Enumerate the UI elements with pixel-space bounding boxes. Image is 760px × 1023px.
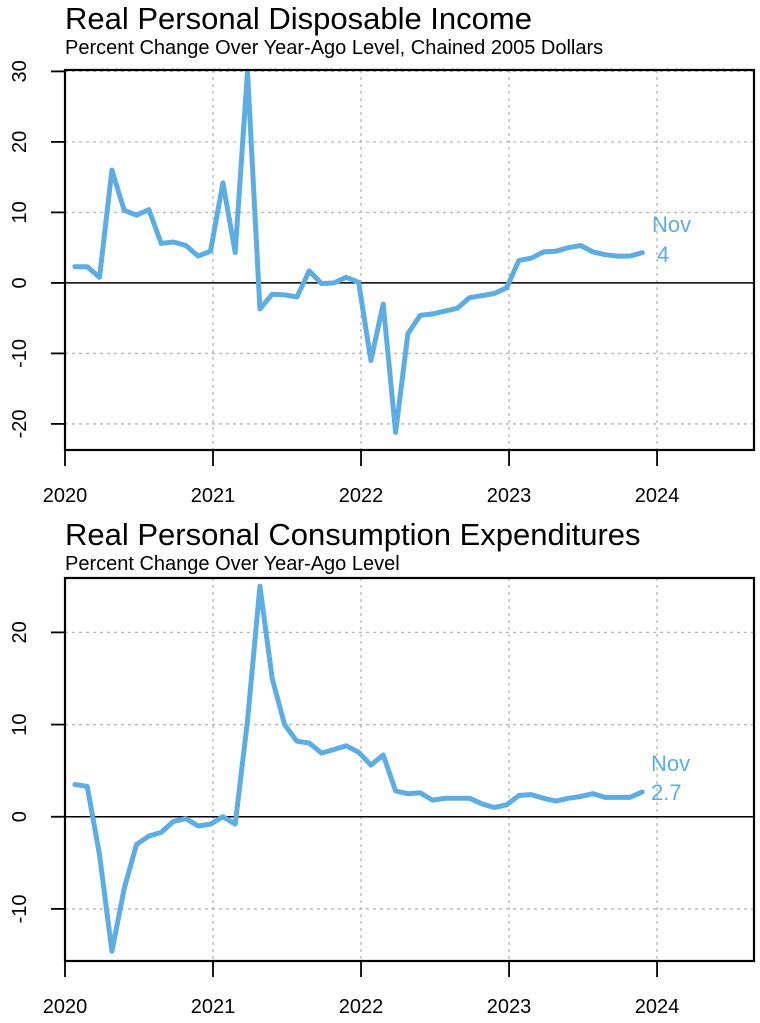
x-tick-label: 2021 <box>191 485 236 507</box>
plot-frame <box>63 576 756 963</box>
x-tick-label: 2021 <box>191 996 236 1018</box>
x-tick-label: 2024 <box>635 485 680 507</box>
chart-subtitle: Percent Change Over Year-Ago Level <box>65 553 400 575</box>
last-value-label: 4 <box>657 242 669 267</box>
y-tick-label: 0 <box>9 811 31 822</box>
last-value-month-label: Nov <box>652 212 691 237</box>
y-tick-label: 20 <box>9 131 31 153</box>
x-tick-label: 2023 <box>487 996 532 1018</box>
y-tick-label: -20 <box>9 409 31 438</box>
y-tick-label: 20 <box>9 621 31 643</box>
x-tick-label: 2020 <box>43 485 88 507</box>
y-tick-label: 30 <box>9 60 31 82</box>
x-tick-label: 2023 <box>487 485 532 507</box>
series-line <box>72 68 645 435</box>
y-tick-label: -10 <box>9 339 31 368</box>
y-tick-label: 10 <box>9 201 31 223</box>
series-line <box>72 583 645 954</box>
consumption-expenditures-chart: Real Personal Consumption Expenditures P… <box>9 517 756 1018</box>
y-tick-label: 0 <box>9 277 31 288</box>
chart-subtitle: Percent Change Over Year-Ago Level, Chai… <box>65 37 603 59</box>
x-tick-label: 2020 <box>43 996 88 1018</box>
x-tick-label: 2022 <box>339 485 384 507</box>
y-tick-label: -10 <box>9 894 31 923</box>
chart-title: Real Personal Consumption Expenditures <box>65 517 641 552</box>
x-tick-label: 2022 <box>339 996 384 1018</box>
disposable-income-chart: Real Personal Disposable Income Percent … <box>9 1 756 507</box>
x-tick-label: 2024 <box>635 996 680 1018</box>
last-value-month-label: Nov <box>651 751 690 776</box>
y-tick-label: 10 <box>9 713 31 735</box>
last-value-label: 2.7 <box>651 780 682 805</box>
chart-title: Real Personal Disposable Income <box>65 1 532 36</box>
plot-frame <box>63 68 756 452</box>
